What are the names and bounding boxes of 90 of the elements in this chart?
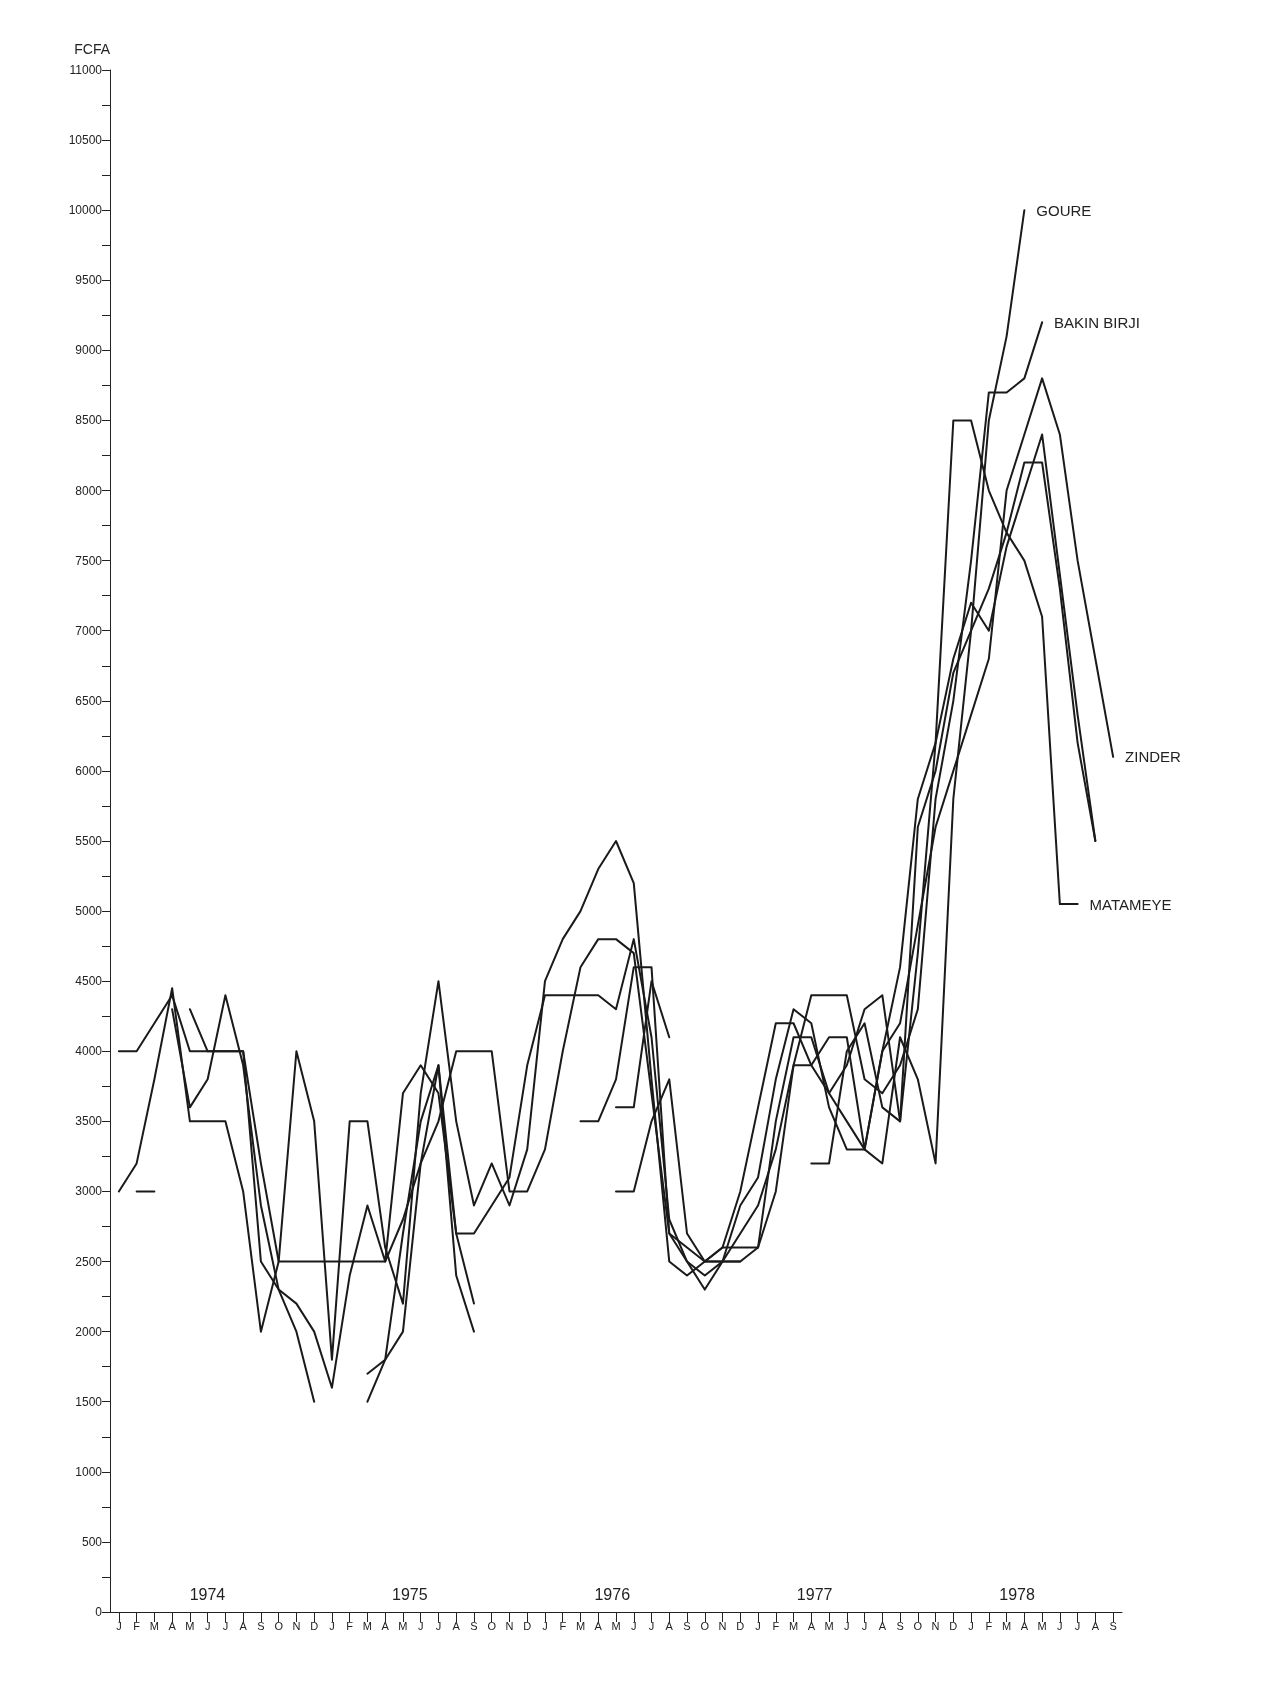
y-tick-label: 5500	[75, 834, 103, 848]
x-tick-label: J	[1074, 1619, 1081, 1632]
y-tick-label: 4500	[75, 974, 103, 989]
y-tick-label: 2000	[75, 1324, 103, 1339]
x-tick-label: M	[788, 1619, 799, 1632]
y-tick-label: 8000	[75, 483, 103, 498]
y-tick-label: 9000	[75, 343, 103, 358]
y-tick-label: 10500	[68, 133, 103, 148]
y-tick-label: 7500	[75, 553, 103, 568]
x-tick-label: A	[665, 1619, 674, 1632]
x-tick-label: F	[346, 1619, 354, 1632]
x-tick-label: M	[1002, 1619, 1012, 1632]
x-tick-label: S	[896, 1619, 904, 1632]
x-tick-label: O	[487, 1619, 497, 1632]
y-tick-label: 4000	[75, 1044, 103, 1059]
x-tick-label: M	[575, 1619, 586, 1632]
x-tick-label: F	[133, 1619, 141, 1632]
annotation: 1978	[999, 1585, 1035, 1603]
y-axis-title: FCFA	[74, 41, 111, 57]
x-tick-label: A	[452, 1619, 461, 1632]
x-tick-label: N	[718, 1619, 727, 1632]
x-tick-label: O	[913, 1619, 923, 1632]
series-label: GOURE	[1036, 201, 1092, 219]
x-tick-label: J	[204, 1619, 211, 1632]
y-tick-label: 500	[81, 1534, 103, 1549]
y-tick-label: 3000	[75, 1184, 103, 1199]
series-label: MATAMEYE	[1089, 895, 1172, 913]
x-tick-label: A	[807, 1619, 816, 1632]
annotation: 1975	[392, 1585, 428, 1603]
x-tick-label: A	[168, 1619, 177, 1632]
x-tick-label: D	[949, 1619, 958, 1632]
y-tick-label: 0	[95, 1605, 103, 1619]
x-tick-label: J	[417, 1619, 424, 1632]
x-tick-label: S	[470, 1619, 478, 1632]
y-tick-label: 1500	[75, 1394, 103, 1409]
series-label: ZINDER	[1125, 748, 1182, 766]
y-tick-label: 3500	[75, 1114, 103, 1129]
y-tick-label: 11000	[69, 63, 103, 77]
x-tick-label: M	[824, 1619, 834, 1632]
x-tick-label: J	[968, 1619, 974, 1632]
x-tick-label: S	[683, 1619, 691, 1632]
y-tick-label: 1000	[75, 1464, 103, 1479]
x-tick-label: J	[222, 1619, 229, 1632]
x-tick-label: A	[878, 1619, 887, 1632]
x-tick-label: A	[1091, 1619, 1100, 1632]
y-tick-label: 8500	[75, 413, 103, 428]
x-tick-label: J	[631, 1619, 637, 1632]
x-tick-label: J	[542, 1619, 548, 1632]
x-tick-label: J	[435, 1619, 442, 1632]
x-tick-label: F	[772, 1619, 780, 1632]
annotation: 1974	[189, 1585, 226, 1603]
x-tick-label: O	[274, 1619, 284, 1632]
x-tick-label: S	[257, 1619, 265, 1632]
x-tick-label: J	[329, 1619, 335, 1632]
x-tick-label: A	[381, 1619, 390, 1632]
y-tick-label: 2500	[75, 1254, 103, 1269]
x-tick-label: N	[931, 1619, 940, 1632]
y-tick-label: 9500	[75, 273, 103, 288]
x-tick-label: M	[185, 1619, 195, 1632]
x-tick-label: F	[985, 1619, 993, 1632]
x-tick-label: D	[523, 1619, 532, 1632]
x-tick-label: J	[116, 1619, 122, 1632]
x-tick-label: S	[1109, 1619, 1117, 1632]
x-tick-label: D	[310, 1619, 319, 1632]
y-tick-label: 6000	[75, 763, 103, 778]
x-tick-label: M	[611, 1619, 621, 1632]
x-tick-label: J	[1057, 1619, 1063, 1632]
x-tick-label: M	[1037, 1619, 1047, 1632]
x-tick-label: A	[239, 1619, 248, 1632]
annotation: 1976	[594, 1585, 631, 1603]
annotation: 1977	[796, 1585, 833, 1603]
x-tick-label: F	[559, 1619, 567, 1632]
series-label: BAKIN BIRJI	[1054, 313, 1140, 331]
y-tick-label: 10000	[68, 203, 103, 218]
y-tick-label: 6500	[75, 693, 103, 708]
x-tick-label: J	[844, 1619, 850, 1632]
x-tick-label: J	[755, 1619, 761, 1632]
x-tick-label: A	[594, 1619, 603, 1632]
x-tick-label: J	[861, 1619, 868, 1632]
x-tick-label: M	[149, 1619, 159, 1632]
x-tick-label: O	[700, 1619, 710, 1632]
x-tick-label: N	[292, 1619, 301, 1632]
y-tick-label: 5000	[75, 904, 103, 919]
x-tick-label: M	[398, 1619, 408, 1632]
y-tick-label: 7000	[75, 623, 103, 638]
x-tick-label: A	[1020, 1619, 1029, 1632]
x-tick-label: N	[505, 1619, 514, 1632]
x-tick-label: M	[362, 1619, 373, 1632]
x-tick-label: J	[648, 1619, 655, 1632]
x-tick-label: D	[736, 1619, 745, 1632]
